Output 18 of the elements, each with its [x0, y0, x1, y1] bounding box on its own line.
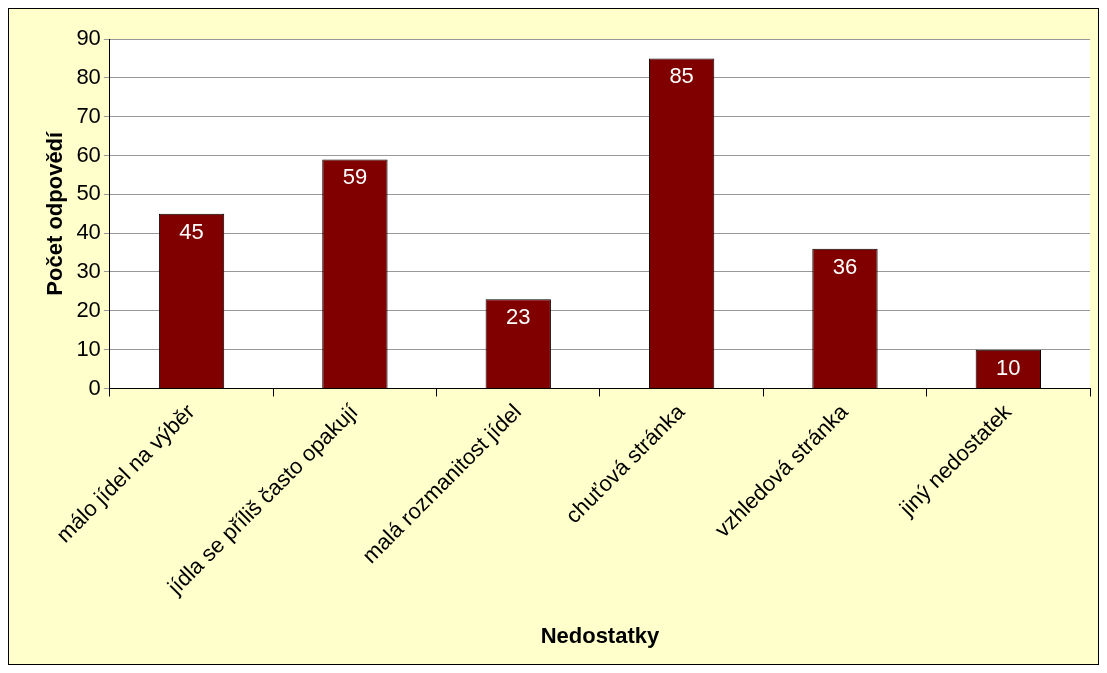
data-label: 36 — [832, 253, 858, 279]
y-tick-label: 60 — [76, 141, 101, 167]
y-tick-label: 10 — [76, 335, 101, 361]
y-tick-label: 20 — [76, 296, 101, 322]
y-tick-label: 90 — [76, 25, 101, 51]
data-label: 45 — [179, 218, 204, 244]
y-tick-label: 80 — [76, 63, 101, 89]
y-tick-label: 0 — [88, 374, 101, 400]
y-tick-label: 50 — [76, 180, 101, 206]
y-tick-label: 30 — [76, 258, 101, 284]
y-axis-title: Počet odpovědí — [42, 130, 68, 296]
x-axis-title: Nedostatky — [540, 622, 660, 648]
data-label: 85 — [669, 63, 694, 89]
y-tick-label: 70 — [76, 102, 101, 128]
data-label: 10 — [996, 354, 1021, 380]
y-tick-label: 40 — [76, 219, 101, 245]
data-label: 59 — [342, 164, 368, 190]
data-label: 23 — [506, 304, 531, 330]
